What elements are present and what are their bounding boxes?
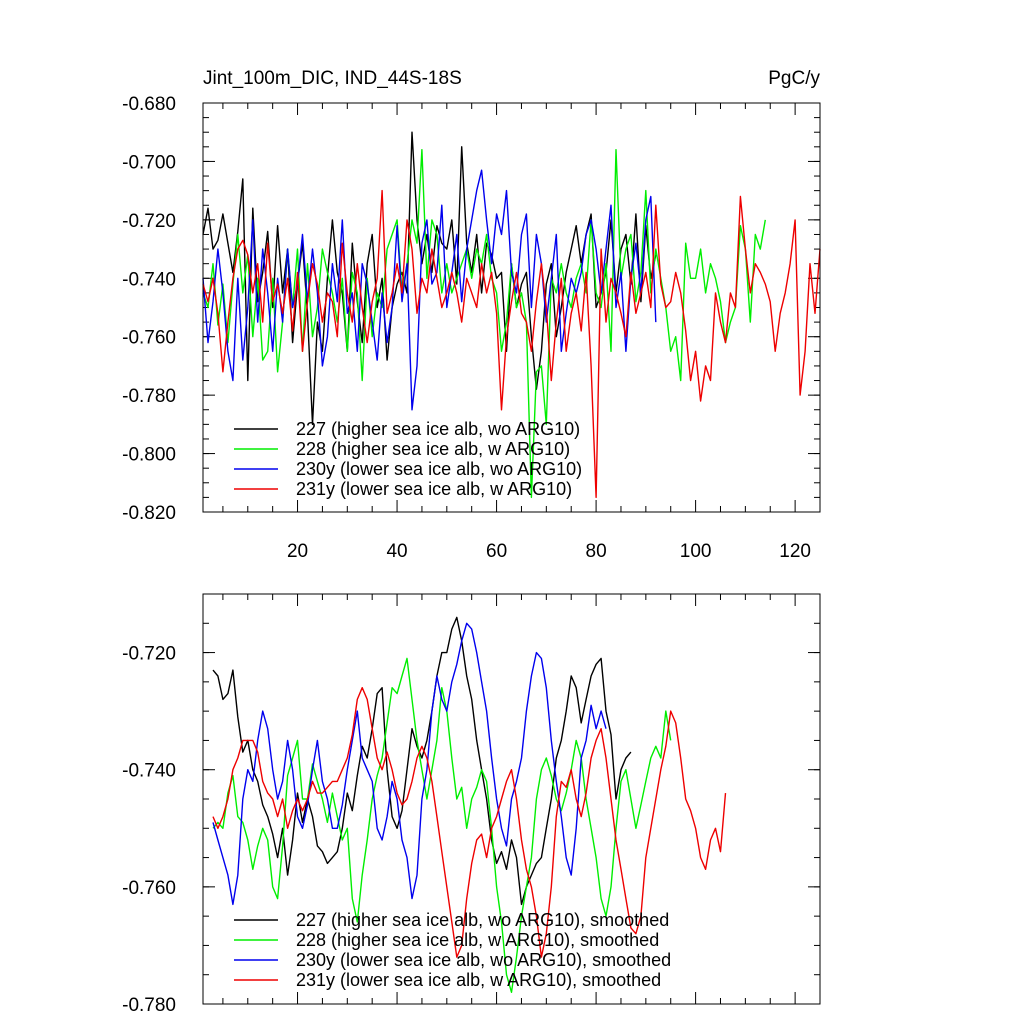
- x-tick-label: 100: [680, 541, 712, 562]
- y-tick-label: -0.760: [122, 878, 176, 899]
- series-line-231y: [212, 687, 727, 958]
- y-tick-label: -0.780: [122, 386, 176, 407]
- chart-title: Jint_100m_DIC, IND_44S-18S: [203, 68, 462, 89]
- series-line-228: [202, 148, 766, 499]
- y-tick-label: -0.680: [122, 94, 176, 115]
- legend-item: 227 (higher sea ice alb, wo ARG10): [234, 419, 580, 439]
- legend-label: 230y (lower sea ice alb, wo ARG10), smoo…: [296, 950, 671, 970]
- y-tick-label: -0.700: [122, 152, 176, 173]
- x-tick-label: 40: [386, 541, 407, 562]
- legend-item: 230y (lower sea ice alb, wo ARG10), smoo…: [234, 950, 671, 970]
- bottom-plot-frame: [202, 593, 821, 1005]
- top-legend: 227 (higher sea ice alb, wo ARG10)228 (h…: [234, 419, 582, 499]
- legend-label: 228 (higher sea ice alb, w ARG10): [296, 439, 570, 459]
- legend-label: 227 (higher sea ice alb, wo ARG10): [296, 419, 580, 439]
- legend-label: 231y (lower sea ice alb, w ARG10): [296, 479, 572, 499]
- bottom-y-tick-labels: -0.720 -0.740 -0.760 -0.780: [122, 644, 176, 1016]
- y-tick-label: -0.720: [122, 644, 176, 665]
- bottom-series-group: [212, 616, 727, 993]
- y-tick-label: -0.820: [122, 503, 176, 524]
- legend-label: 228 (higher sea ice alb, w ARG10), smoot…: [296, 930, 659, 950]
- y-tick-label: -0.740: [122, 269, 176, 290]
- top-y-tick-labels: -0.680 -0.700 -0.720 -0.740 -0.760 -0.780 -0.8…: [122, 94, 176, 524]
- top-plot-frame: [202, 102, 821, 513]
- y-tick-label: -0.780: [122, 995, 176, 1016]
- legend-item: 230y (lower sea ice alb, wo ARG10): [234, 459, 582, 479]
- x-tick-label: 80: [586, 541, 607, 562]
- top-x-tick-labels: 20 40 60 80 100 120: [287, 541, 811, 562]
- series-line-230y: [212, 622, 607, 906]
- y-tick-label: -0.720: [122, 211, 176, 232]
- legend-label: 230y (lower sea ice alb, wo ARG10): [296, 459, 582, 479]
- legend-label: 227 (higher sea ice alb, wo ARG10), smoo…: [296, 910, 669, 930]
- top-series-group: [202, 131, 821, 499]
- x-tick-label: 60: [486, 541, 507, 562]
- bottom-legend: 227 (higher sea ice alb, wo ARG10), smoo…: [234, 910, 671, 990]
- series-line-228: [212, 657, 672, 993]
- x-tick-label: 120: [779, 541, 811, 562]
- bottom-panel: -0.720 -0.740 -0.760 -0.780 227 (higher sea…: [122, 593, 821, 1016]
- series-line-227: [212, 616, 632, 906]
- legend-item: 231y (lower sea ice alb, w ARG10): [234, 479, 572, 499]
- y-tick-label: -0.760: [122, 328, 176, 349]
- top-panel: Jint_100m_DIC, IND_44S-18S PgC/y -0.680-…: [122, 68, 821, 562]
- legend-item: 231y (lower sea ice alb, w ARG10), smoot…: [234, 970, 661, 990]
- series-line-231y: [202, 189, 821, 499]
- legend-item: 228 (higher sea ice alb, w ARG10): [234, 439, 570, 459]
- x-tick-label: 20: [287, 541, 308, 562]
- legend-item: 227 (higher sea ice alb, wo ARG10), smoo…: [234, 910, 669, 930]
- y-tick-label: -0.800: [122, 445, 176, 466]
- legend-label: 231y (lower sea ice alb, w ARG10), smoot…: [296, 970, 661, 990]
- legend-item: 228 (higher sea ice alb, w ARG10), smoot…: [234, 930, 659, 950]
- y-tick-label: -0.740: [122, 761, 176, 782]
- chart-units: PgC/y: [768, 68, 820, 89]
